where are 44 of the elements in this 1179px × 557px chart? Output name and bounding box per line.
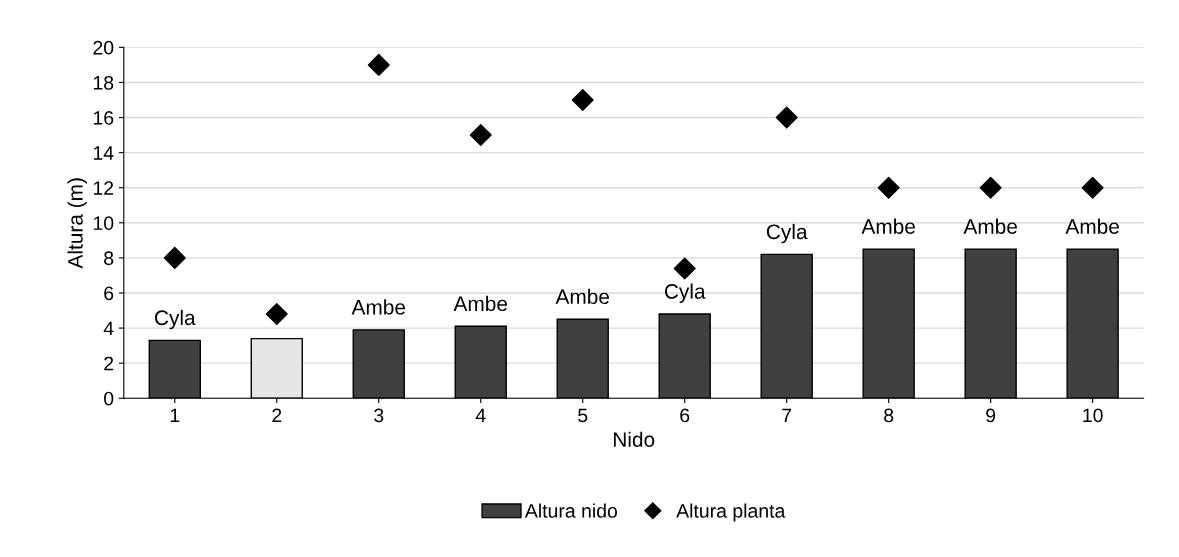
x-tick-label: 8 bbox=[884, 408, 894, 423]
point bbox=[469, 124, 492, 147]
annotation: Ambe bbox=[861, 218, 915, 234]
y-tick-label: 20 bbox=[93, 40, 114, 55]
x-axis-title: Nido bbox=[614, 431, 655, 447]
point bbox=[1081, 176, 1104, 199]
y-tick-label: 4 bbox=[103, 321, 114, 336]
point bbox=[367, 53, 390, 76]
point bbox=[673, 257, 696, 280]
x-tick-label: 9 bbox=[986, 408, 996, 423]
y-tick-label: 6 bbox=[104, 286, 114, 301]
point bbox=[571, 88, 594, 111]
x-tick-label: 3 bbox=[374, 408, 384, 423]
y-tick-label: 0 bbox=[104, 391, 114, 406]
y-axis-title: Altura (m) bbox=[67, 178, 87, 269]
x-tick-label: 10 bbox=[1083, 408, 1103, 423]
point bbox=[265, 303, 288, 326]
y-tick-label: 8 bbox=[104, 251, 114, 266]
annotation: Ambe bbox=[963, 218, 1017, 234]
y-tick-label: 10 bbox=[93, 216, 114, 231]
x-tick-label: 1 bbox=[170, 408, 180, 423]
x-tick-label: 2 bbox=[272, 408, 282, 423]
x-tick-label: 5 bbox=[578, 408, 588, 423]
point bbox=[775, 106, 798, 129]
x-tick-label: 4 bbox=[475, 408, 486, 423]
x-tick-label: 7 bbox=[782, 408, 792, 423]
annotation: Cyla bbox=[766, 223, 808, 244]
annotation: Ambe bbox=[453, 295, 508, 312]
annotation: Ambe bbox=[351, 299, 406, 315]
y-tick-label: 18 bbox=[93, 75, 114, 90]
legend-label: Altura planta bbox=[676, 503, 786, 522]
point bbox=[163, 246, 186, 269]
annotation: Ambe bbox=[1065, 218, 1119, 234]
annotation: Cyla bbox=[664, 283, 706, 303]
x-tick-label: 6 bbox=[680, 408, 690, 423]
point bbox=[877, 176, 900, 199]
point bbox=[979, 176, 1002, 199]
legend-label: Altura nido bbox=[524, 503, 618, 518]
y-tick-label: 12 bbox=[93, 181, 114, 195]
y-tick-label: 2 bbox=[104, 356, 114, 371]
y-tick-label: 16 bbox=[93, 110, 114, 125]
y-tick-label: 14 bbox=[93, 146, 114, 160]
annotation: Ambe bbox=[555, 288, 610, 305]
annotation: Cyla bbox=[155, 309, 196, 330]
